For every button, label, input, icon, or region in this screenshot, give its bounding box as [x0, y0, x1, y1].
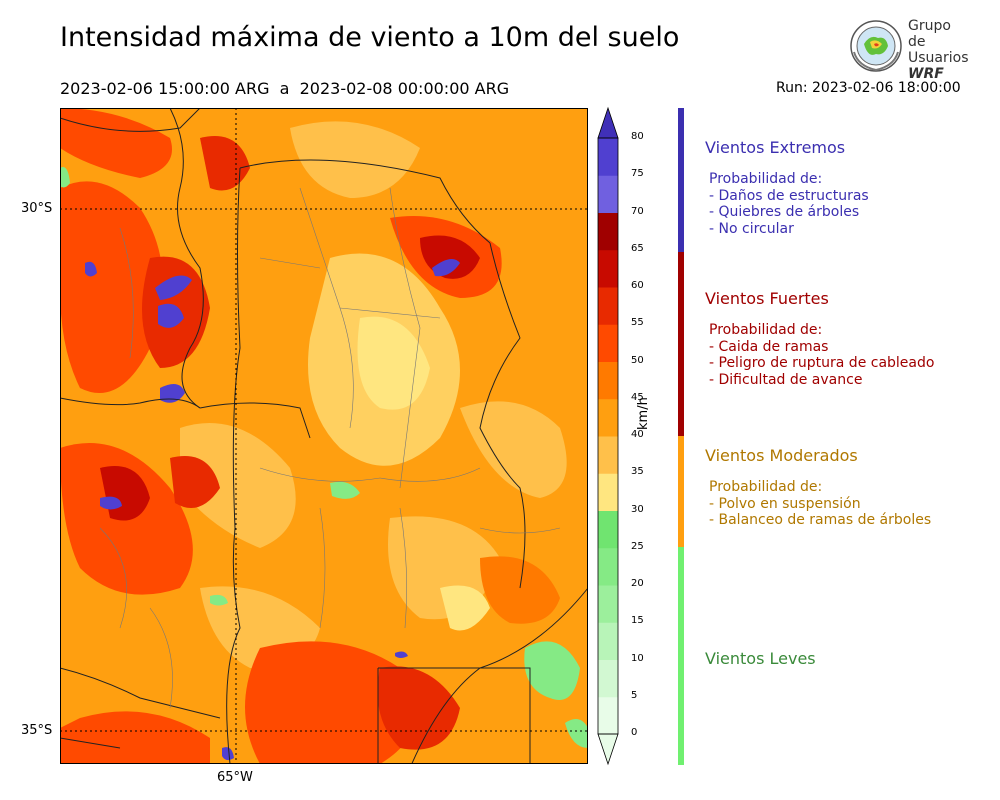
colorbar-bin — [598, 287, 618, 325]
colorbar-bin — [598, 622, 618, 660]
category-leves-title: Vientos Leves — [705, 649, 816, 668]
colorbar-frame — [597, 137, 619, 735]
category-extremos: Vientos Extremos Probabilidad de: - Daño… — [705, 138, 869, 237]
wind-speed-colorbar — [597, 106, 619, 766]
colorbar-bin — [598, 361, 618, 400]
colorbar-extend-min — [597, 733, 619, 766]
category-moderados-desc: Probabilidad de: - Polvo en suspensión -… — [709, 479, 932, 528]
colorbar-bin — [598, 212, 618, 251]
category-leves: Vientos Leves — [705, 649, 816, 668]
run-time: Run: 2023-02-06 18:00:00 — [776, 80, 961, 96]
logo-line-3: WRF — [908, 66, 944, 82]
colorbar-bin — [598, 324, 618, 362]
colorbar-bin — [598, 436, 618, 474]
colorbar-bin — [598, 473, 618, 511]
colorbar-bin — [598, 138, 618, 176]
colorbar-tick-label: 50 — [631, 354, 644, 366]
category-fuertes: Vientos Fuertes Probabilidad de: - Caida… — [705, 289, 934, 388]
category-fuertes-desc: Probabilidad de: - Caida de ramas - Peli… — [709, 322, 935, 388]
logo-line-1: Grupo de — [908, 18, 951, 50]
colorbar-bin — [598, 175, 618, 213]
colorbar-tick-label: 70 — [631, 205, 644, 217]
colorbar-tick-label: 60 — [631, 280, 644, 291]
colorbar-bin — [598, 659, 618, 698]
colorbar-units-label: km/h — [636, 397, 651, 430]
band-fuertes — [678, 252, 684, 436]
globe-emblem-icon — [850, 20, 902, 72]
colorbar-tick-label: 40 — [631, 429, 644, 440]
longitude-label-65w: 65°W — [217, 770, 253, 785]
colorbar-tick-label: 75 — [631, 168, 644, 180]
colorbar-tick-label: 5 — [631, 689, 638, 701]
colorbar-tick-label: 10 — [631, 652, 644, 664]
colorbar-bin — [598, 398, 618, 437]
colorbar-bin — [598, 696, 618, 735]
category-fuertes-title: Vientos Fuertes — [705, 289, 829, 308]
category-moderados-title: Vientos Moderados — [705, 446, 858, 465]
forecast-period: 2023-02-06 15:00:00 ARG a 2023-02-08 00:… — [60, 79, 510, 98]
band-extremos — [678, 108, 684, 252]
category-moderados: Vientos Moderados Probabilidad de: - Pol… — [705, 446, 931, 529]
band-moderados — [678, 436, 684, 547]
colorbar-tick-label: 15 — [631, 615, 644, 627]
colorbar-tick-label: 55 — [631, 317, 644, 329]
colorbar-tick-label: 35 — [631, 466, 644, 478]
latitude-label-30s: 30°S — [21, 201, 53, 216]
band-leves — [678, 547, 684, 765]
grupo-usuarios-wrf-logo: Grupo de Usuarios WRF — [848, 18, 969, 82]
colorbar-tick-label: 20 — [631, 578, 644, 589]
colorbar-bin — [598, 249, 618, 288]
category-extremos-desc: Probabilidad de: - Daños de estructuras … — [709, 171, 869, 237]
colorbar-bin — [598, 547, 618, 586]
logo-line-2: Usuarios — [908, 50, 969, 66]
colorbar-tick-label: 30 — [631, 503, 644, 515]
colorbar-bin — [598, 510, 618, 549]
map-title: Intensidad máxima de viento a 10m del su… — [60, 22, 680, 53]
colorbar-tick-label: 80 — [631, 131, 644, 142]
colorbar-bin — [598, 585, 618, 623]
colorbar-tick-label: 25 — [631, 540, 644, 552]
latitude-label-35s: 35°S — [21, 723, 53, 738]
colorbar-tick-label: 0 — [631, 727, 638, 738]
category-extremos-title: Vientos Extremos — [705, 138, 846, 157]
colorbar-tick-label: 45 — [631, 391, 644, 403]
wind-intensity-map — [60, 108, 588, 764]
colorbar-extend-max — [597, 106, 619, 139]
colorbar-tick-label: 65 — [631, 242, 644, 254]
